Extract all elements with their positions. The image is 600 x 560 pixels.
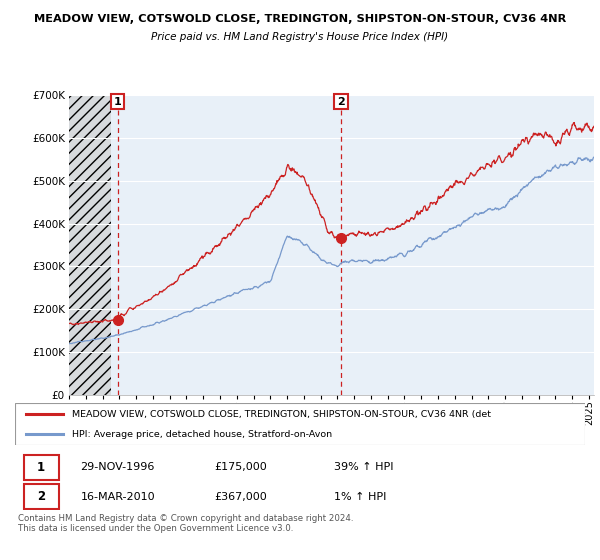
- Text: £175,000: £175,000: [215, 462, 267, 472]
- Text: MEADOW VIEW, COTSWOLD CLOSE, TREDINGTON, SHIPSTON-ON-STOUR, CV36 4NR (det: MEADOW VIEW, COTSWOLD CLOSE, TREDINGTON,…: [72, 409, 491, 419]
- FancyBboxPatch shape: [23, 484, 59, 509]
- FancyBboxPatch shape: [15, 403, 585, 445]
- Text: £367,000: £367,000: [215, 492, 267, 502]
- Text: Contains HM Land Registry data © Crown copyright and database right 2024.
This d: Contains HM Land Registry data © Crown c…: [18, 514, 353, 534]
- FancyBboxPatch shape: [23, 455, 59, 479]
- Text: 2: 2: [337, 97, 345, 106]
- Text: 29-NOV-1996: 29-NOV-1996: [80, 462, 155, 472]
- Text: 1: 1: [114, 97, 122, 106]
- Text: Price paid vs. HM Land Registry's House Price Index (HPI): Price paid vs. HM Land Registry's House …: [151, 32, 449, 43]
- Text: 2: 2: [37, 490, 45, 503]
- Text: HPI: Average price, detached house, Stratford-on-Avon: HPI: Average price, detached house, Stra…: [72, 430, 332, 439]
- Text: 1: 1: [37, 461, 45, 474]
- Text: 1% ↑ HPI: 1% ↑ HPI: [334, 492, 386, 502]
- Text: 16-MAR-2010: 16-MAR-2010: [80, 492, 155, 502]
- Text: 39% ↑ HPI: 39% ↑ HPI: [334, 462, 394, 472]
- Text: MEADOW VIEW, COTSWOLD CLOSE, TREDINGTON, SHIPSTON-ON-STOUR, CV36 4NR: MEADOW VIEW, COTSWOLD CLOSE, TREDINGTON,…: [34, 14, 566, 24]
- Bar: [69, 95, 111, 395]
